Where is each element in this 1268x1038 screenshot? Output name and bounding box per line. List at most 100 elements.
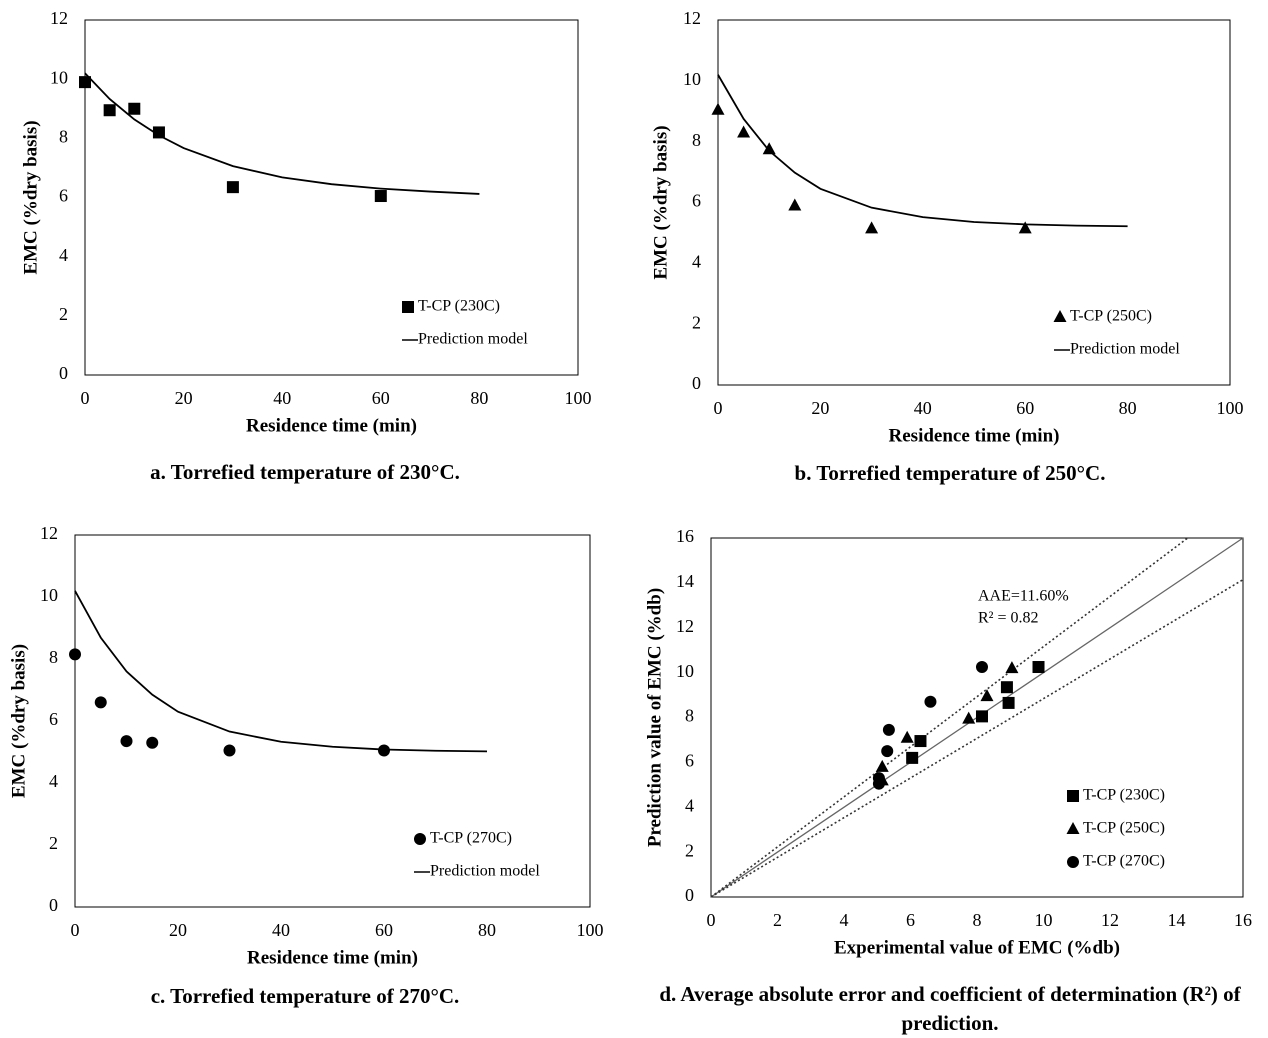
y-tick-label: 12: [676, 616, 694, 636]
y-tick-label: 4: [685, 795, 694, 815]
data-point: [103, 104, 116, 117]
data-point: [975, 710, 988, 723]
y-tick-label: 10: [40, 585, 58, 605]
x-axis-label: Residence time (min): [246, 415, 417, 436]
x-tick-label: 40: [273, 388, 291, 408]
y-tick-label: 12: [40, 523, 58, 543]
legend-marker: [402, 301, 414, 313]
y-axis-label: Prediction value of EMC (%db): [644, 588, 665, 847]
model-line: [74, 590, 488, 753]
x-axis-label: Experimental value of EMC (%db): [834, 937, 1120, 958]
data-point: [152, 126, 165, 139]
x-tick-label: 60: [372, 388, 390, 408]
x-tick-label: 8: [973, 910, 982, 930]
data-point: [906, 751, 919, 764]
data-point: [378, 744, 390, 757]
y-tick-label: 2: [59, 304, 68, 324]
data-point: [1000, 681, 1013, 694]
x-tick-label: 60: [1016, 398, 1034, 418]
y-axis-label: EMC (%dry basis): [650, 125, 671, 279]
y-tick-label: 0: [59, 363, 68, 383]
data-point: [980, 689, 994, 702]
legend-label: T-CP (270C): [430, 830, 512, 847]
x-tick-label: 2: [773, 910, 782, 930]
x-tick-label: 10: [1035, 910, 1053, 930]
data-point: [226, 181, 239, 194]
x-tick-label: 100: [565, 388, 592, 408]
data-point: [1018, 221, 1032, 234]
legend-label: T-CP (230C): [418, 298, 500, 315]
legend-label: Prediction model: [430, 863, 540, 880]
y-tick-label: 8: [59, 126, 68, 146]
model-line: [84, 72, 480, 195]
data-point: [223, 744, 236, 757]
y-tick-label: 0: [49, 895, 58, 915]
data-point: [374, 190, 387, 203]
data-point: [737, 125, 751, 138]
y-tick-label: 6: [685, 751, 694, 771]
legend-marker: [1067, 790, 1079, 802]
data-point: [69, 648, 81, 661]
data-point: [975, 661, 988, 674]
y-tick-label: 8: [49, 647, 58, 667]
data-point: [1005, 661, 1019, 674]
x-tick-label: 14: [1168, 910, 1186, 930]
y-tick-label: 0: [685, 885, 694, 905]
data-point: [1032, 661, 1045, 674]
data-point: [924, 695, 937, 708]
y-tick-label: 6: [59, 186, 68, 206]
legend-label: Prediction model: [1070, 341, 1180, 358]
legend-marker: [1066, 822, 1080, 834]
y-tick-label: 14: [676, 571, 694, 591]
y-tick-label: 12: [683, 8, 701, 28]
caption: c. Torrefied temperature of 270°C.: [150, 984, 460, 1008]
x-tick-label: 20: [175, 388, 193, 408]
y-tick-label: 12: [50, 8, 68, 28]
legend-marker: [1053, 310, 1067, 322]
x-tick-label: 4: [840, 910, 849, 930]
x-tick-label: 0: [707, 910, 716, 930]
x-tick-label: 0: [81, 388, 90, 408]
x-tick-label: 100: [577, 920, 604, 940]
y-tick-label: 2: [692, 312, 701, 332]
y-axis-label: EMC (%dry basis): [8, 644, 29, 798]
x-axis-label: Residence time (min): [247, 947, 418, 968]
y-tick-label: 10: [683, 69, 701, 89]
y-tick-label: 10: [676, 661, 694, 681]
legend-label: T-CP (250C): [1070, 308, 1152, 325]
plot-frame: [74, 534, 591, 908]
x-tick-label: 20: [169, 920, 187, 940]
reference-line: [710, 578, 1244, 898]
x-tick-label: 0: [714, 398, 723, 418]
y-axis-label: EMC (%dry basis): [20, 120, 41, 274]
caption: a. Torrefied temperature of 230°C.: [150, 460, 460, 484]
y-tick-label: 4: [49, 771, 58, 791]
y-tick-label: 4: [59, 245, 68, 265]
x-tick-label: 0: [71, 920, 80, 940]
data-point: [788, 198, 802, 211]
data-point: [128, 102, 141, 115]
legend-label: T-CP (230C): [1083, 787, 1165, 804]
caption: d. Average absolute error and coefficien…: [659, 982, 1241, 1035]
plot-frame: [710, 537, 1244, 898]
data-point: [711, 102, 725, 115]
x-tick-label: 60: [375, 920, 393, 940]
legend-label: Prediction model: [418, 331, 528, 348]
x-tick-label: 40: [914, 398, 932, 418]
data-point: [79, 76, 91, 89]
reference-line: [710, 537, 1189, 898]
x-tick-label: 20: [811, 398, 829, 418]
x-tick-label: 80: [470, 388, 488, 408]
data-point: [1002, 696, 1015, 709]
plot-frame: [84, 19, 579, 376]
x-tick-label: 100: [1217, 398, 1244, 418]
x-tick-label: 80: [1119, 398, 1137, 418]
y-tick-label: 2: [685, 840, 694, 860]
data-point: [762, 142, 776, 155]
x-tick-label: 40: [272, 920, 290, 940]
data-point: [872, 777, 885, 790]
y-tick-label: 2: [49, 833, 58, 853]
data-point: [94, 696, 107, 709]
